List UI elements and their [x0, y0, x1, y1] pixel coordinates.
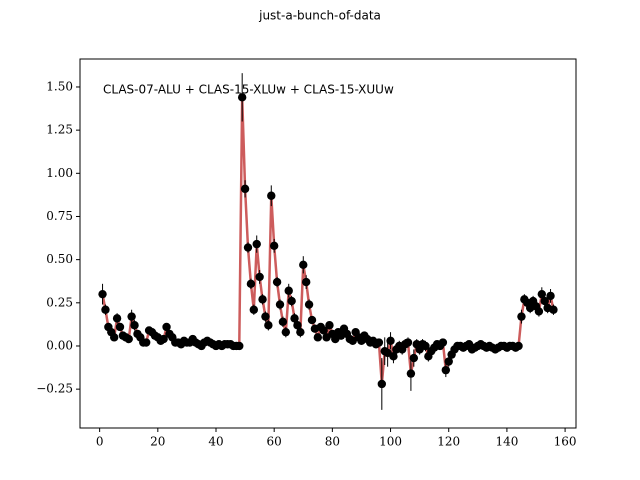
data-point	[293, 321, 302, 330]
annotation: CLAS-07-ALU + CLAS-15-XLUw + CLAS-15-XUU…	[103, 83, 394, 97]
x-tick-label: 20	[150, 435, 165, 449]
data-point	[421, 341, 430, 351]
x-tick-label: 120	[437, 435, 460, 449]
y-tick-label: 0.50	[46, 252, 73, 266]
data-point	[127, 312, 136, 321]
data-point	[438, 338, 448, 347]
data-point	[409, 353, 419, 363]
data-point	[304, 300, 314, 309]
data-point	[255, 272, 264, 282]
x-tick-label: 100	[379, 435, 402, 449]
x-tick-label: 40	[208, 435, 223, 449]
data-point	[267, 191, 276, 200]
data-point	[319, 326, 328, 335]
data-point	[514, 341, 523, 351]
data-point	[278, 317, 288, 327]
y-tick-label: 0.75	[46, 209, 73, 223]
data-point	[540, 296, 549, 306]
y-tick-label: −0.25	[36, 382, 73, 396]
y-tick-label: 1.00	[46, 166, 73, 180]
data-point	[549, 305, 558, 314]
data-point	[377, 379, 387, 389]
x-tick-label: 160	[554, 435, 577, 449]
data-point	[307, 315, 317, 325]
y-tick-label: 1.50	[46, 79, 73, 93]
data-point	[287, 296, 296, 306]
data-point	[243, 243, 253, 252]
data-point	[112, 314, 122, 323]
data-point	[325, 321, 334, 330]
data-point	[246, 279, 256, 289]
data-point	[517, 312, 526, 321]
data-point	[534, 307, 544, 316]
data-point	[101, 305, 110, 314]
data-point	[109, 333, 119, 342]
data-point	[237, 93, 247, 102]
data-point	[115, 322, 125, 332]
data-point	[290, 314, 299, 323]
data-point	[299, 260, 308, 270]
data-point	[546, 291, 555, 301]
data-point	[272, 277, 282, 287]
plot-frame	[79, 58, 577, 429]
data-point	[130, 321, 139, 330]
data-point	[284, 286, 293, 295]
data-point	[252, 239, 261, 249]
data-point	[235, 341, 244, 351]
data-point	[261, 312, 270, 321]
x-tick-label: 80	[325, 435, 340, 449]
data-point	[124, 334, 133, 344]
data-point	[313, 333, 323, 342]
data-point	[406, 369, 416, 378]
data-point	[240, 184, 250, 194]
data-point	[159, 334, 168, 344]
data-point	[441, 365, 451, 375]
data-point	[389, 352, 398, 361]
data-point	[98, 289, 107, 299]
y-tick-label: 1.25	[46, 123, 73, 137]
data-point	[141, 338, 151, 347]
y-tick-label: 0.25	[46, 295, 73, 309]
data-point	[264, 321, 273, 330]
data-point	[258, 295, 267, 304]
chart-title: just-a-bunch-of-data	[258, 9, 381, 23]
data-point	[162, 322, 171, 332]
data-point	[281, 327, 291, 337]
data-point	[269, 241, 279, 251]
data-point	[386, 336, 395, 346]
data-point	[444, 357, 453, 366]
x-tick-label: 0	[96, 435, 104, 449]
data-point	[249, 305, 259, 314]
y-tick-label: 0.00	[46, 338, 73, 352]
data-point	[403, 338, 413, 347]
data-point	[275, 300, 285, 309]
data-point	[301, 277, 311, 287]
data-point	[537, 289, 547, 299]
data-point	[374, 338, 384, 347]
x-tick-label: 60	[267, 435, 282, 449]
x-tick-label: 140	[495, 435, 518, 449]
data-point	[296, 327, 305, 337]
